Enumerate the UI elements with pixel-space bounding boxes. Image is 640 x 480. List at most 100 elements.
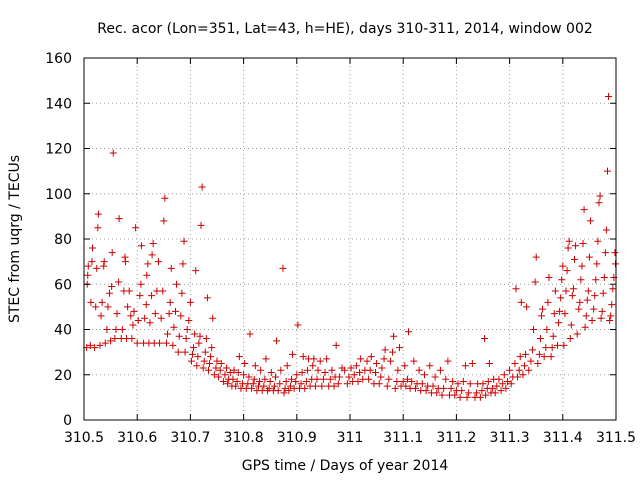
data-point [461,362,469,370]
data-point [447,384,455,392]
data-point [352,362,360,370]
data-point [549,332,557,340]
data-point [260,382,268,390]
data-point [91,344,99,352]
data-point [270,382,278,390]
data-point [115,215,123,223]
data-point [125,287,133,295]
data-point [594,237,602,245]
data-point [519,371,527,379]
data-point [557,294,565,302]
data-point [499,380,507,388]
data-point [458,387,466,395]
data-point [209,314,217,322]
data-point [426,362,434,370]
data-point [277,366,285,374]
data-point [313,375,321,383]
data-point [585,253,593,261]
data-point [592,276,600,284]
chart-title: Rec. acor (Lon=351, Lat=43, h=HE), days … [97,21,593,37]
data-point [566,335,574,343]
data-point [482,391,490,399]
data-point [378,364,386,372]
data-point [542,344,550,352]
data-point [246,330,254,338]
y-tick-label: 0 [63,413,72,429]
data-point [381,346,389,354]
data-point [232,382,240,390]
data-point [511,359,519,367]
data-point [221,371,229,379]
data-point [330,382,338,390]
data-point [311,382,319,390]
data-point [180,237,188,245]
data-point [581,323,589,331]
data-point [272,373,280,381]
data-point [302,378,310,386]
data-point [543,326,551,333]
data-point [97,312,105,320]
data-point [137,242,145,250]
data-point [233,378,241,386]
data-point [204,366,212,374]
data-point [229,375,237,383]
data-point [536,335,544,343]
data-point [571,255,579,263]
data-point [522,350,530,358]
data-point [539,305,547,313]
data-point [431,373,439,381]
data-point [127,312,135,320]
data-point [507,380,515,388]
data-point [547,353,555,361]
data-point [130,307,138,315]
data-point [502,384,510,392]
data-point [605,92,613,100]
data-point [403,375,411,383]
data-point [551,287,559,295]
data-point [175,332,183,340]
data-point [559,262,567,270]
data-point [459,378,467,386]
data-point [534,359,542,367]
data-point [94,224,102,232]
data-point [156,339,164,347]
data-point [582,312,590,320]
data-point [202,335,210,343]
data-point [528,346,536,354]
data-point [468,359,476,367]
data-point [575,305,583,313]
data-point [580,206,588,214]
y-axis-title: STEC from uqrg / TECUs [7,155,23,323]
data-point [366,366,374,374]
data-point [595,199,603,207]
data-point [593,260,601,268]
data-point [479,380,487,388]
data-point [309,362,317,370]
data-point [583,296,591,304]
data-point [326,375,334,383]
data-point [444,357,452,365]
data-point [568,292,576,300]
data-point [103,326,111,333]
data-point [579,240,587,248]
data-point [440,384,448,392]
data-point [341,366,349,374]
data-point [170,323,178,331]
data-point [142,301,150,309]
data-point [292,378,300,386]
data-point [310,355,318,363]
data-point [429,382,437,390]
data-point [134,316,142,324]
data-point [223,364,231,372]
data-point [599,289,607,297]
data-point [540,353,548,361]
data-point [577,276,585,284]
data-point [608,301,616,309]
data-point [109,149,117,157]
data-point [485,359,493,367]
data-point [174,348,182,356]
data-point [576,298,584,306]
data-point [532,253,540,261]
data-point [215,373,223,381]
data-point [343,380,351,388]
